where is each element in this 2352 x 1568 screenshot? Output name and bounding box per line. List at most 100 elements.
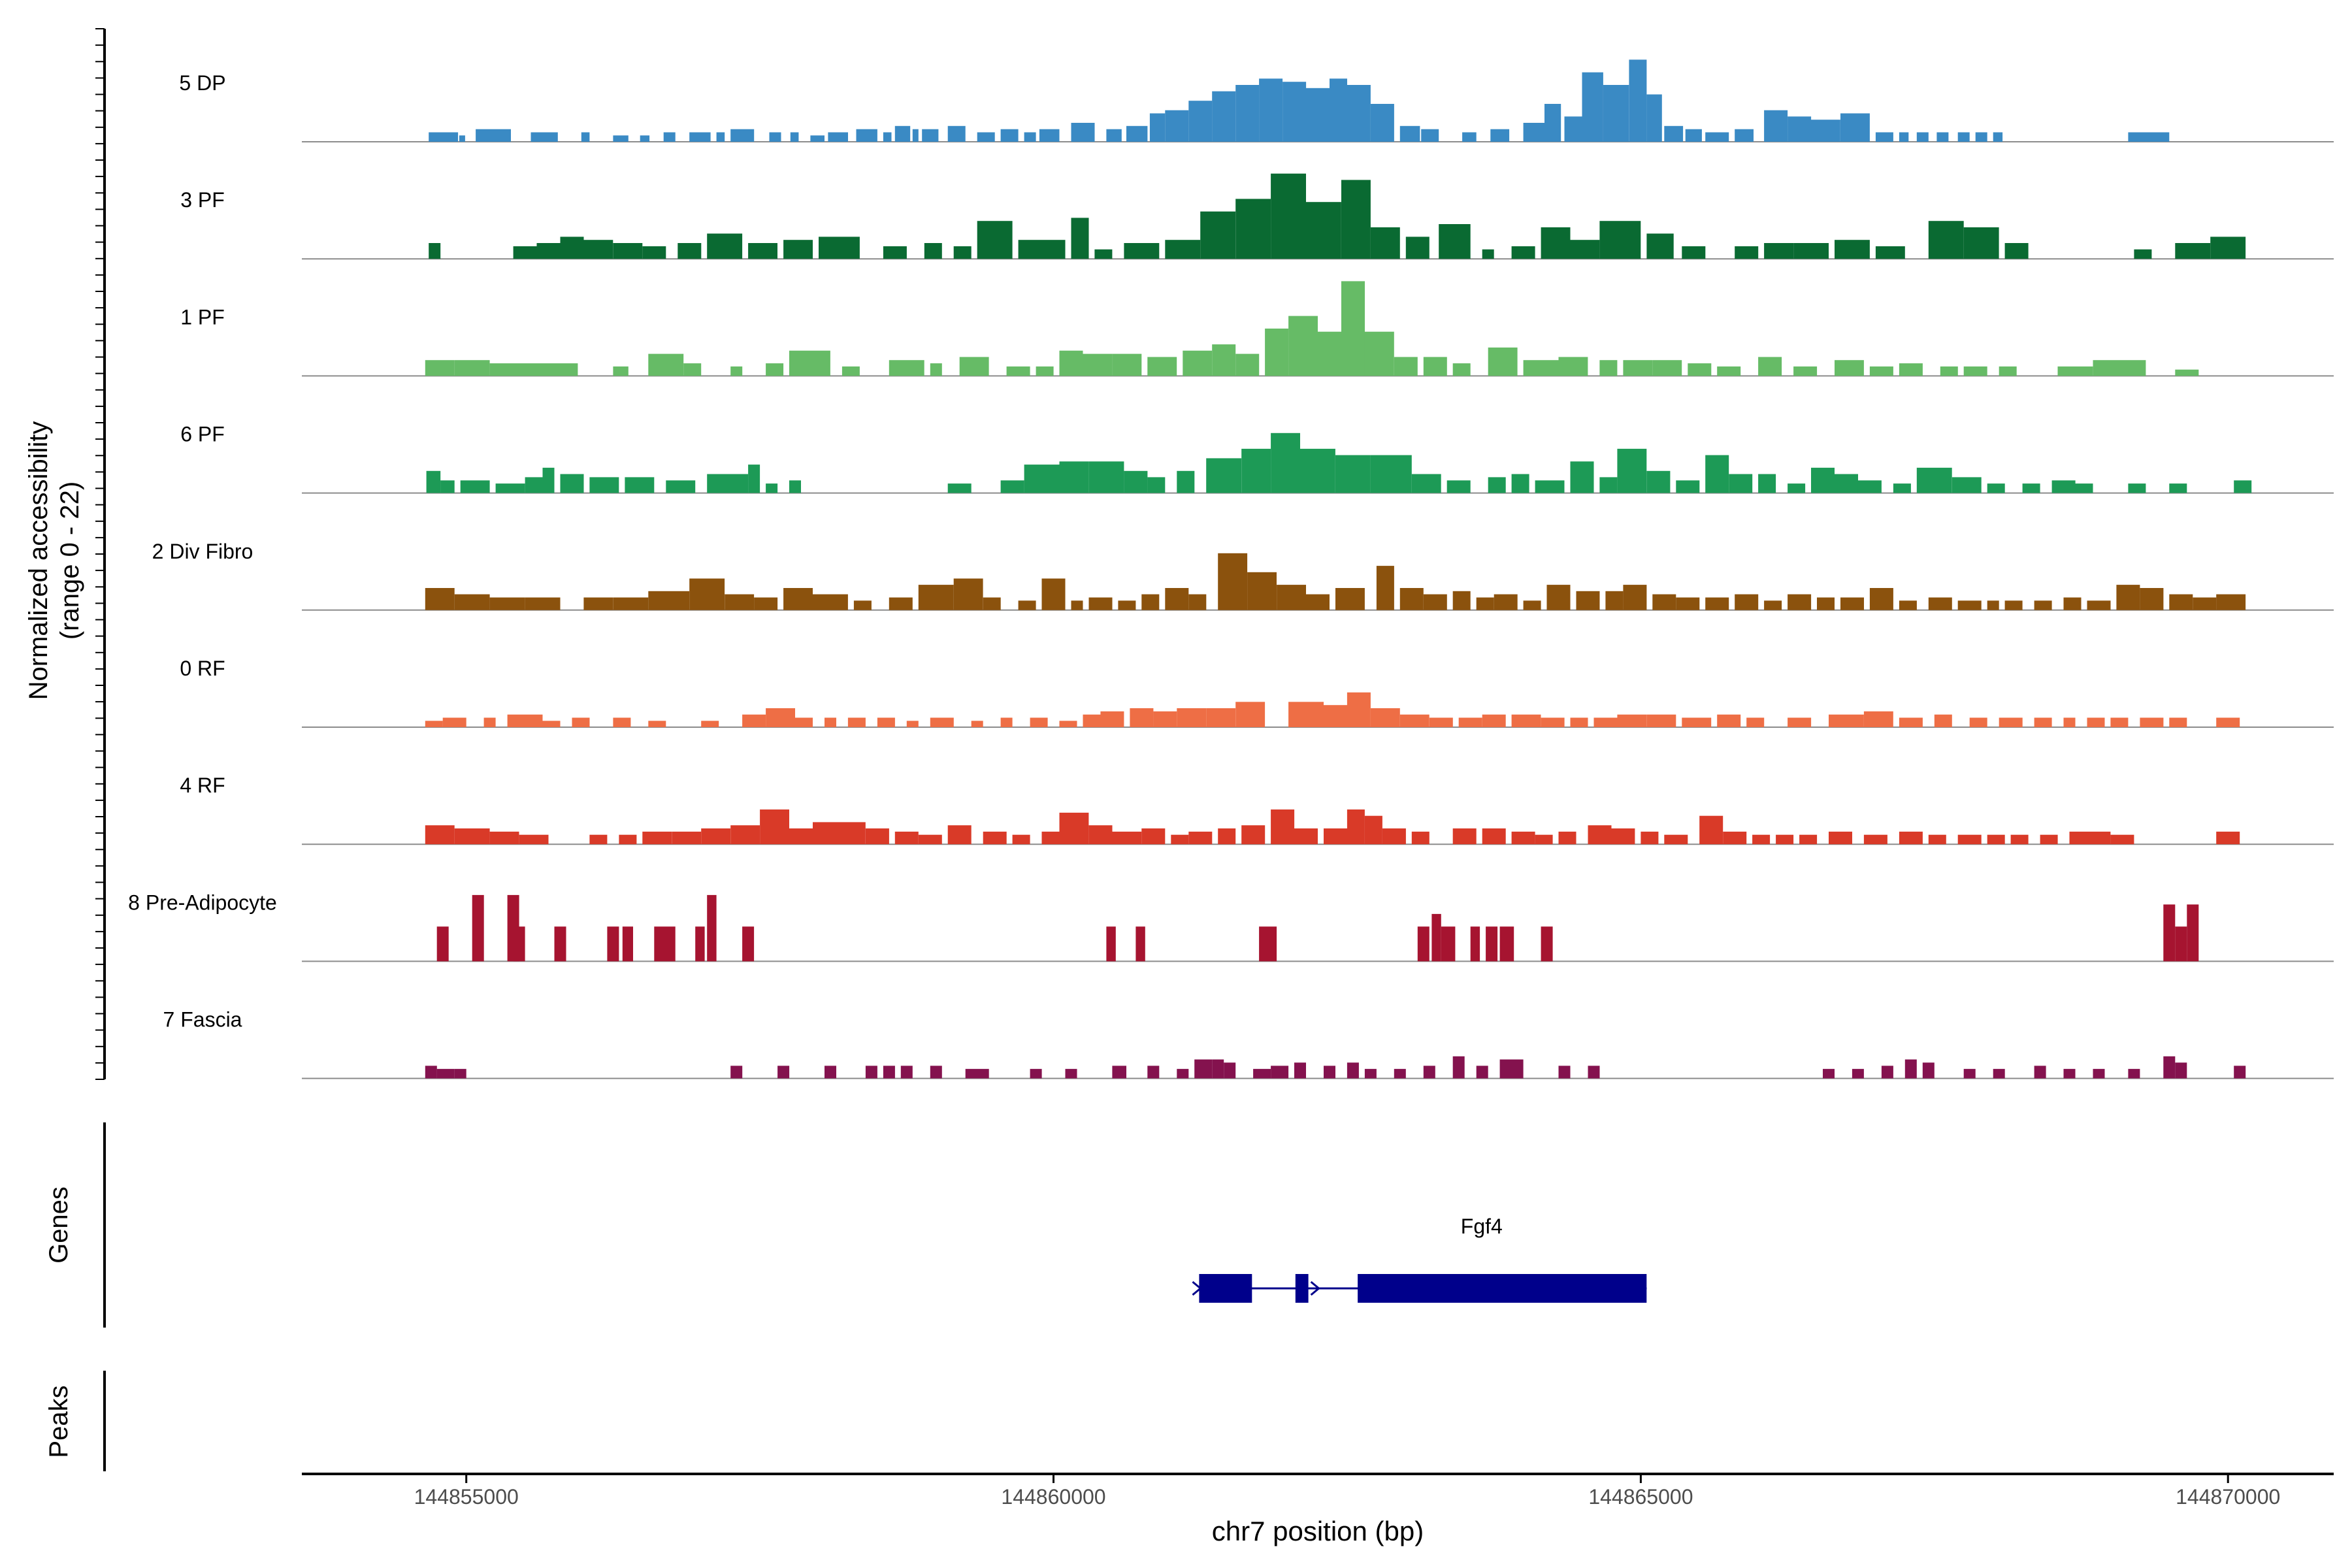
coverage-bin	[1494, 594, 1518, 610]
y-axis-label-line2: (range 0 - 22)	[56, 482, 84, 640]
gene-exon	[1358, 1274, 1647, 1303]
coverage-bin	[1605, 591, 1624, 610]
coverage-bin	[1558, 831, 1576, 845]
coverage-bin	[425, 1066, 437, 1079]
track-0-rf: 0 RF	[180, 657, 2334, 728]
coverage-bin	[2069, 831, 2082, 845]
coverage-bin	[460, 480, 490, 493]
coverage-bin	[1165, 588, 1189, 610]
coverage-bin	[1177, 470, 1195, 493]
coverage-bin	[1682, 717, 1712, 727]
coverage-bin	[1071, 123, 1095, 142]
coverage-bin	[1271, 809, 1295, 845]
coverage-bin	[1699, 815, 1723, 845]
coverage-bin	[1423, 594, 1447, 610]
coverage-bin	[1000, 717, 1013, 727]
coverage-bin	[947, 825, 972, 845]
coverage-bin	[1347, 692, 1371, 727]
coverage-bin	[1788, 717, 1812, 727]
coverage-bin	[583, 240, 613, 259]
coverage-bin	[2169, 483, 2187, 493]
coverage-bin	[1212, 1059, 1224, 1079]
track-label: 2 Div Fibro	[152, 540, 253, 563]
coverage-bin	[865, 1066, 877, 1079]
track-3-pf: 3 PF	[180, 173, 2334, 260]
coverage-bin	[1558, 1066, 1571, 1079]
coverage-bin	[1206, 458, 1242, 493]
coverage-bin	[459, 135, 465, 142]
coverage-bin	[983, 831, 1007, 845]
coverage-bin	[1411, 831, 1429, 845]
coverage-bin	[1488, 347, 1518, 376]
coverage-bin	[1835, 360, 1864, 376]
coverage-bin	[2004, 243, 2029, 259]
coverage-bin	[1511, 831, 1535, 845]
coverage-bin	[1271, 433, 1300, 493]
y-axis-label-line1: Normalized accessibility	[24, 421, 53, 700]
coverage-bin	[1928, 597, 1952, 610]
coverage-bin	[1835, 240, 1870, 259]
coverage-bin	[930, 717, 954, 727]
gene-exon	[1295, 1274, 1309, 1303]
coverage-bin	[2087, 600, 2111, 610]
coverage-bin	[825, 717, 836, 727]
coverage-bin	[1370, 104, 1394, 142]
coverage-bin	[1259, 78, 1283, 142]
coverage-bin	[1431, 913, 1441, 962]
strand-arrow	[1310, 1281, 1320, 1296]
coverage-bin	[836, 822, 866, 845]
coverage-bin	[1476, 1066, 1488, 1079]
coverage-bin	[2116, 585, 2140, 610]
track-label: 6 PF	[180, 423, 225, 446]
track-label: 7 Fascia	[163, 1008, 242, 1032]
coverage-bin	[783, 240, 813, 259]
coverage-bin	[589, 834, 608, 845]
coverage-bin	[1811, 120, 1840, 142]
coverage-bin	[1582, 72, 1603, 142]
coverage-bin	[828, 132, 848, 142]
coverage-bin	[1486, 926, 1498, 962]
coverage-bin	[1793, 243, 1829, 259]
coverage-bin	[1599, 477, 1618, 493]
coverage-bin	[1235, 702, 1266, 727]
coverage-bin	[1149, 113, 1166, 142]
coverage-bin	[783, 588, 813, 610]
coverage-bin	[889, 360, 924, 376]
coverage-bin	[589, 477, 619, 493]
track-label: 5 DP	[179, 71, 225, 95]
coverage-bin	[730, 825, 760, 845]
coverage-bin	[1799, 834, 1818, 845]
coverage-bin	[900, 1066, 913, 1079]
coverage-bin	[542, 721, 561, 727]
coverage-bin	[1370, 455, 1412, 493]
coverage-bin	[1041, 578, 1066, 610]
coverage-bin	[454, 594, 490, 610]
coverage-bin	[689, 578, 725, 610]
coverage-bin	[436, 1069, 455, 1079]
coverage-bin	[1593, 717, 1618, 727]
coverage-bin	[1928, 834, 1946, 845]
coverage-bin	[454, 1069, 466, 1079]
coverage-bin	[1452, 591, 1471, 610]
coverage-bin	[1265, 328, 1289, 376]
coverage-bin	[813, 822, 836, 845]
coverage-bin	[1458, 717, 1482, 727]
coverage-bin	[1288, 702, 1324, 727]
coverage-bin	[1235, 85, 1260, 142]
coverage-bin	[513, 926, 525, 962]
coverage-bin	[742, 926, 755, 962]
coverage-bin	[1399, 588, 1424, 610]
coverage-bin	[1875, 132, 1893, 142]
coverage-bin	[1987, 600, 1999, 610]
coverage-bin	[1646, 233, 1674, 259]
coverage-bin	[1652, 360, 1682, 376]
coverage-bin	[853, 600, 872, 610]
coverage-bin	[1441, 926, 1456, 962]
coverage-bin	[1676, 480, 1700, 493]
coverage-bin	[1835, 474, 1858, 493]
coverage-bin	[1147, 1066, 1160, 1079]
coverage-bin	[1271, 1066, 1289, 1079]
coverage-bin	[607, 926, 619, 962]
coverage-bin	[1869, 366, 1893, 376]
coverage-bin	[1100, 711, 1124, 727]
